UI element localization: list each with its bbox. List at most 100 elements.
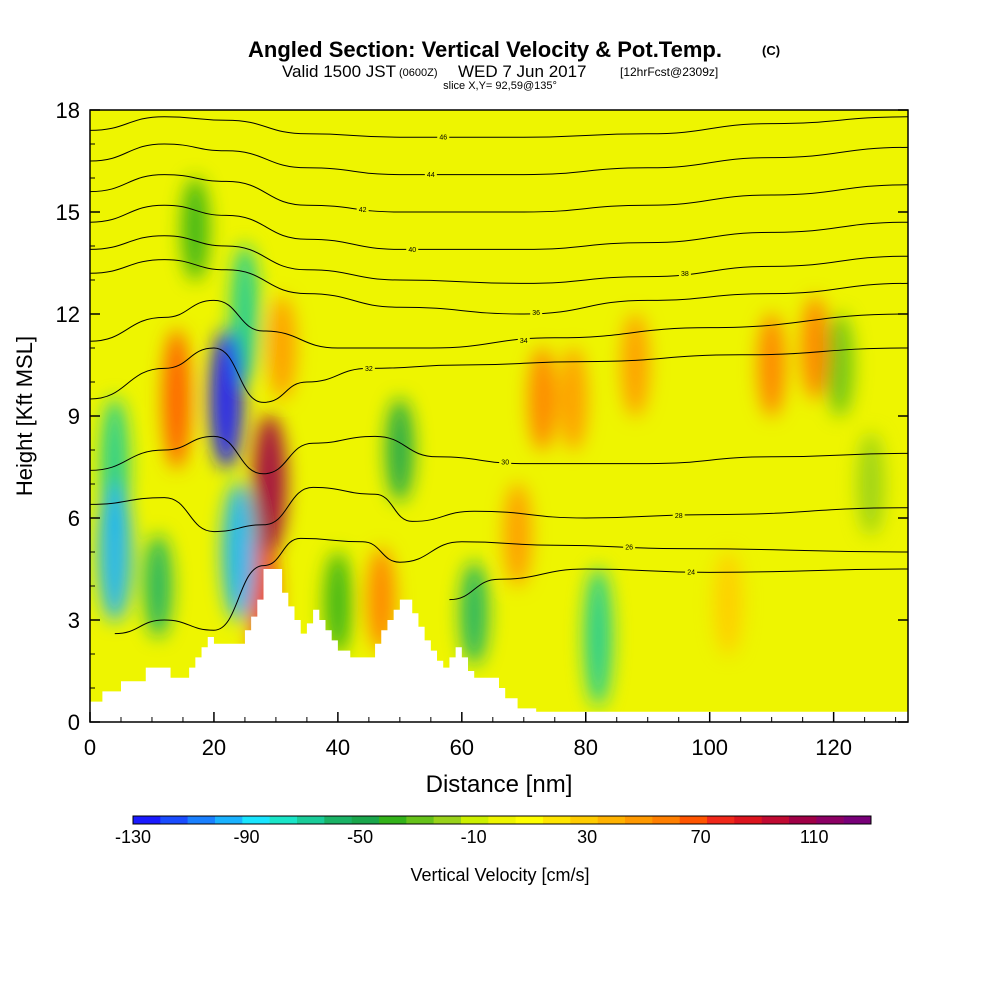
colorbar-swatch xyxy=(679,816,708,824)
x-tick-label: 80 xyxy=(574,735,598,760)
colorbar-swatch xyxy=(215,816,243,824)
colorbar-tick-label: -90 xyxy=(234,827,260,847)
colorbar-tick-label: -50 xyxy=(347,827,373,847)
y-tick-label: 0 xyxy=(68,710,80,735)
isentrope-label: 46 xyxy=(439,135,447,142)
isentrope-label-bg xyxy=(530,308,543,317)
velocity-cell xyxy=(181,177,210,281)
velocity-cell xyxy=(97,482,132,622)
isentrope-label-bg xyxy=(678,269,691,278)
y-axis-label: Height [Kft MSL] xyxy=(12,336,37,496)
isentrope-label-bg xyxy=(406,245,419,254)
x-tick-label: 120 xyxy=(815,735,852,760)
colorbar-frame xyxy=(132,815,872,825)
isentrope-label-bg xyxy=(437,133,450,142)
colorbar-swatch xyxy=(461,816,489,824)
velocity-cell xyxy=(252,414,287,554)
colorbar xyxy=(132,815,872,825)
colorbar-swatch xyxy=(816,816,844,824)
y-tick-label: 9 xyxy=(68,404,80,429)
velocity-cell xyxy=(528,347,557,451)
colorbar-tick-label: 70 xyxy=(691,827,711,847)
x-tick-label: 20 xyxy=(202,735,226,760)
colorbar-tick-label: 110 xyxy=(800,827,829,847)
velocity-cell xyxy=(584,567,613,707)
colorbar-swatch xyxy=(379,816,407,824)
colorbar-swatch xyxy=(597,816,626,824)
velocity-cell xyxy=(503,483,532,587)
isentrope-line xyxy=(90,235,908,284)
colorbar-swatch xyxy=(433,816,462,824)
isentrope-label-bg xyxy=(685,567,698,576)
velocity-cell xyxy=(221,482,256,622)
colorbar-tick-label: -130 xyxy=(115,827,151,847)
colorbar-swatch xyxy=(543,816,571,824)
isentrope-line xyxy=(90,435,908,475)
velocity-cell xyxy=(144,534,173,638)
subtitle-forecast: [12hrFcst@2309z] xyxy=(620,65,718,79)
velocity-cell xyxy=(757,313,786,417)
velocity-cell xyxy=(856,432,885,536)
colorbar-swatch xyxy=(625,816,653,824)
colorbar-swatch xyxy=(652,816,680,824)
colorbar-tick-label: -10 xyxy=(461,827,487,847)
isentrope-line xyxy=(90,204,908,250)
colorbar-swatch xyxy=(242,816,270,824)
velocity-cell xyxy=(825,313,854,417)
colorbar-swatch xyxy=(570,816,598,824)
colorbar-swatch xyxy=(789,816,817,824)
colorbar-swatch xyxy=(187,816,216,824)
isentrope-line xyxy=(90,299,908,349)
isentrope-label-bg xyxy=(362,364,375,373)
velocity-cell xyxy=(801,296,830,400)
isentrope-labels: 36 38 40 42 44 46 34 32 30 28 26 24 xyxy=(356,133,698,576)
isentrope-label: 36 xyxy=(532,310,540,317)
isentrope-label-bg xyxy=(517,336,530,345)
x-tick-label: 40 xyxy=(326,735,350,760)
colorbar-swatch xyxy=(324,816,352,824)
y-tick-label: 15 xyxy=(56,200,80,225)
isentrope-label: 30 xyxy=(501,460,509,467)
velocity-cell xyxy=(559,347,588,451)
colorbar-swatch xyxy=(843,816,872,824)
velocity-cell xyxy=(323,551,352,655)
colorbar-tick-label: 30 xyxy=(577,827,597,847)
isentrope-label: 38 xyxy=(681,271,689,278)
colorbar-label: Vertical Velocity [cm/s] xyxy=(410,865,589,885)
velocity-cell xyxy=(714,551,743,655)
isentrope-line xyxy=(114,537,908,635)
isentrope-label-bg xyxy=(672,511,685,520)
x-tick-label: 60 xyxy=(450,735,474,760)
isentrope-label-bg xyxy=(424,170,437,179)
colorbar-swatch xyxy=(406,816,434,824)
isentrope-label: 40 xyxy=(408,247,416,254)
chart-title: Angled Section: Vertical Velocity & Pot.… xyxy=(248,37,722,62)
x-axis-label: Distance [nm] xyxy=(426,771,573,798)
isentrope-label-bg xyxy=(623,543,636,552)
subtitle-valid: Valid 1500 JST xyxy=(282,62,396,81)
subtitle-date: WED 7 Jun 2017 xyxy=(458,62,587,81)
isentrope-label: 28 xyxy=(675,513,683,520)
isentrope-line xyxy=(90,174,908,213)
isentrope-label: 26 xyxy=(625,545,633,552)
x-tick-label: 0 xyxy=(84,735,96,760)
isentrope-label: 32 xyxy=(365,366,373,373)
colorbar-swatch xyxy=(133,816,161,824)
colorbar-swatch xyxy=(707,816,735,824)
y-tick-label: 12 xyxy=(56,302,80,327)
y-tick-label: 3 xyxy=(68,608,80,633)
chart-title-tag: (C) xyxy=(762,43,780,58)
isentrope-label: 42 xyxy=(359,207,367,214)
colorbar-swatch xyxy=(761,816,790,824)
x-axis: 0 20 40 60 80 100 120 xyxy=(84,712,897,760)
velocity-cell xyxy=(268,296,297,400)
slice-label: slice X,Y= 92,59@135° xyxy=(443,80,557,92)
colorbar-swatch xyxy=(734,816,762,824)
isentrope-line xyxy=(90,143,908,176)
plot-area: 36 38 40 42 44 46 34 32 30 28 26 24 xyxy=(90,110,908,722)
y-tick-label: 18 xyxy=(56,98,80,123)
y-axis: 0 36 9 12 15 18 xyxy=(56,98,908,735)
colorbar-swatch xyxy=(515,816,544,824)
terrain-mask xyxy=(90,569,908,722)
